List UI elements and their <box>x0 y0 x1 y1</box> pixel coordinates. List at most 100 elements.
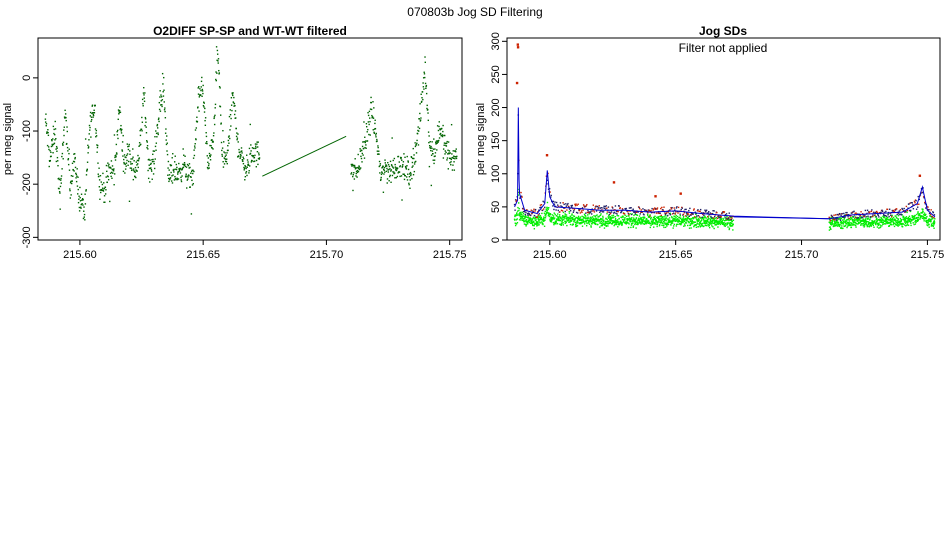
sd-point-dark <box>608 211 610 213</box>
sd-point-green <box>836 225 839 227</box>
signal-point <box>112 170 115 172</box>
sd-point-green <box>933 222 936 225</box>
left-x-tick-label: 215.60 <box>63 249 97 261</box>
sd-point-dark <box>668 209 670 212</box>
sd-point-dark <box>539 204 542 206</box>
signal-point <box>419 120 422 122</box>
sd-point-green <box>916 220 919 223</box>
sd-point-green <box>582 218 584 221</box>
sd-point-dark <box>691 213 693 215</box>
signal-point <box>163 89 165 91</box>
sd-point-green <box>544 210 547 213</box>
sd-point-green <box>721 222 723 225</box>
signal-point <box>45 125 47 127</box>
sd-point-green <box>683 220 686 223</box>
signal-point <box>118 109 121 112</box>
signal-point <box>189 186 191 188</box>
signal-point <box>419 112 421 115</box>
signal-point <box>390 169 393 171</box>
signal-point <box>410 174 412 177</box>
sd-point-green <box>871 221 874 223</box>
sd-point-green <box>688 227 691 229</box>
sd-point-green <box>531 222 533 224</box>
sd-point-dark <box>641 211 644 213</box>
signal-point <box>201 95 203 98</box>
sd-point-dark <box>584 205 586 208</box>
sd-point-green <box>857 218 860 221</box>
signal-point <box>58 177 60 180</box>
sd-point-green <box>631 220 633 223</box>
signal-point <box>446 159 448 161</box>
signal-point <box>165 143 168 146</box>
sd-point-green <box>679 214 682 217</box>
sd-point-green <box>867 217 869 219</box>
sd-point-dark <box>859 215 861 217</box>
sd-point-green <box>848 222 850 224</box>
signal-point <box>58 190 61 193</box>
sd-point-green <box>515 219 518 221</box>
sd-point-green <box>898 220 901 223</box>
signal-point <box>360 157 363 160</box>
sd-point-green <box>701 219 703 221</box>
signal-point <box>131 162 133 165</box>
signal-point <box>127 160 130 163</box>
sd-point-dark <box>850 215 852 217</box>
sd-point-green <box>696 216 698 218</box>
sd-point-green <box>925 213 927 216</box>
sd-point-dark <box>701 212 703 214</box>
signal-point <box>191 169 193 172</box>
sd-point-dark <box>593 211 596 213</box>
sd-point-green <box>562 224 564 226</box>
signal-point <box>54 120 56 123</box>
signal-point <box>63 129 65 131</box>
sd-point-green <box>673 215 675 217</box>
signal-point <box>381 172 383 174</box>
sd-point-green <box>917 216 920 218</box>
sd-point-dark <box>662 209 664 211</box>
sd-point-dark <box>838 213 840 216</box>
signal-point <box>353 164 356 167</box>
signal-point <box>188 167 190 169</box>
sd-point-green <box>560 219 562 222</box>
signal-point <box>74 166 77 169</box>
signal-point <box>69 197 72 199</box>
sd-point-green <box>581 225 584 227</box>
sd-point-green <box>670 224 672 226</box>
sd-point-dark <box>576 204 578 206</box>
signal-point <box>110 167 112 169</box>
sd-point-dark <box>720 215 722 218</box>
sd-point-green <box>592 217 595 220</box>
sd-point-dark <box>578 209 580 212</box>
signal-point <box>186 175 188 177</box>
signal-point <box>452 150 454 152</box>
sd-point-green <box>849 218 851 221</box>
sd-point-green <box>641 220 644 223</box>
sd-point-dark <box>601 211 604 213</box>
sd-point-dark <box>647 209 650 211</box>
signal-point <box>215 71 217 73</box>
sd-point-green <box>592 222 595 224</box>
sd-point-green <box>717 223 719 225</box>
signal-point <box>368 110 371 113</box>
signal-point <box>410 156 413 159</box>
sd-point-green <box>585 217 587 219</box>
sd-point-green <box>698 217 700 220</box>
signal-point <box>387 171 390 173</box>
sd-point-green <box>673 219 675 221</box>
sd-point-green <box>716 222 718 224</box>
signal-point <box>52 125 55 128</box>
signal-point <box>193 154 196 157</box>
signal-point <box>240 154 242 157</box>
sd-point-green <box>612 220 614 222</box>
sd-point-dark <box>690 214 692 216</box>
sd-point-green <box>834 222 836 225</box>
sd-point-green <box>553 221 555 224</box>
sd-point-dark <box>645 209 647 212</box>
signal-point <box>189 166 191 169</box>
signal-point <box>393 157 396 160</box>
sd-point-green <box>903 218 906 220</box>
sd-point-green <box>639 218 642 220</box>
sd-point-green <box>836 220 838 222</box>
sd-point-green <box>834 225 836 227</box>
